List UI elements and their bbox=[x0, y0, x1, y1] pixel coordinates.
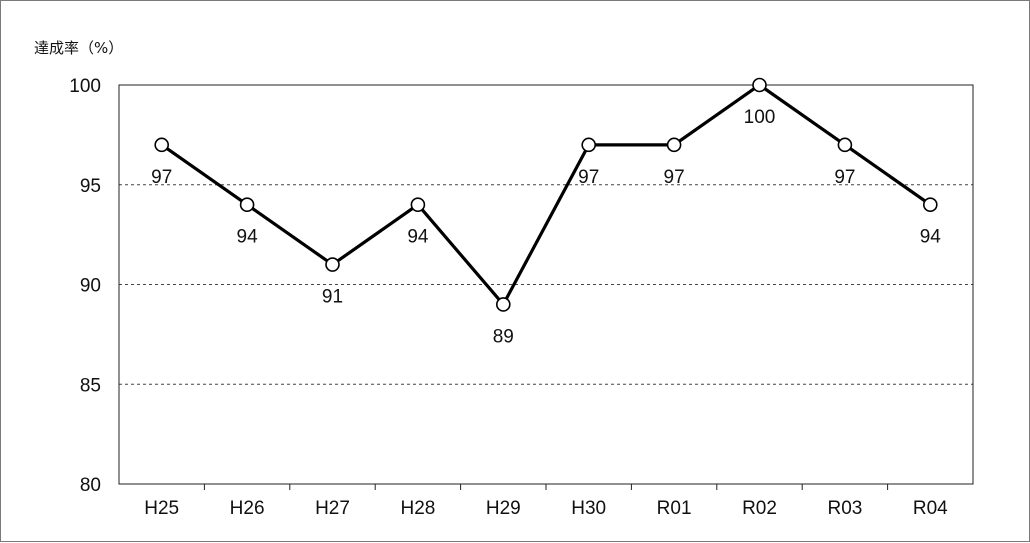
data-label-R02: 100 bbox=[744, 107, 776, 128]
data-label-H26: 94 bbox=[237, 227, 259, 248]
data-point-R01 bbox=[666, 137, 682, 153]
series-line-0 bbox=[160, 83, 932, 308]
y-tick-label-85: 85 bbox=[80, 375, 101, 396]
data-point-R03 bbox=[837, 137, 853, 153]
data-point-H26 bbox=[239, 197, 255, 212]
data-point-R02 bbox=[752, 77, 767, 93]
y-tick-label-95: 95 bbox=[80, 176, 101, 197]
x-tick-label-H27: H27 bbox=[315, 498, 350, 519]
x-tick-label-R01: R01 bbox=[657, 498, 692, 519]
y-tick-label-90: 90 bbox=[80, 276, 101, 297]
x-tick-label-H26: H26 bbox=[230, 498, 265, 519]
data-label-H25: 97 bbox=[151, 167, 172, 188]
y-tick-label-100: 100 bbox=[69, 76, 101, 97]
x-tick-label-H30: H30 bbox=[571, 498, 606, 519]
data-label-H27: 91 bbox=[322, 287, 343, 308]
x-tick-label-H29: H29 bbox=[486, 498, 521, 519]
data-label-H29: 89 bbox=[493, 326, 514, 347]
x-tick-label-H28: H28 bbox=[400, 498, 435, 519]
data-label-R03: 97 bbox=[834, 167, 855, 188]
x-tick-label-R04: R04 bbox=[913, 498, 948, 519]
y-axis-label: 達成率（%） bbox=[34, 39, 124, 57]
x-tick-label-H25: H25 bbox=[144, 498, 179, 519]
data-label-R04: 94 bbox=[920, 227, 942, 248]
data-label-R01: 97 bbox=[664, 167, 685, 188]
data-point-H25 bbox=[154, 137, 169, 153]
data-point-H30 bbox=[581, 137, 597, 153]
x-tick-label-R02: R02 bbox=[742, 498, 777, 519]
x-tick-label-R03: R03 bbox=[827, 498, 862, 519]
data-point-H29 bbox=[495, 297, 511, 312]
data-point-H27 bbox=[325, 257, 340, 272]
data-point-H28 bbox=[410, 197, 426, 212]
data-label-H28: 94 bbox=[407, 227, 429, 248]
data-label-H30: 97 bbox=[578, 167, 599, 188]
y-tick-label-80: 80 bbox=[80, 475, 101, 496]
data-point-R04 bbox=[922, 197, 938, 212]
